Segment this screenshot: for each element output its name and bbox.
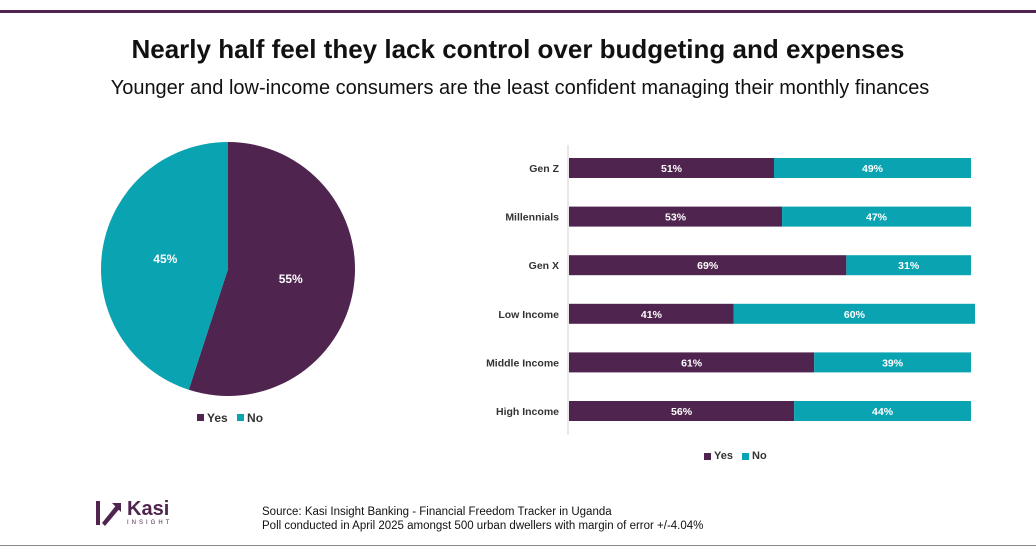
page-title: Nearly half feel they lack control over … (131, 34, 905, 64)
bar-legend-item-yes: Yes (704, 450, 733, 462)
bar-gen-x-no (846, 255, 971, 276)
top-accent-line (0, 10, 1036, 13)
legend-label-no: No (247, 410, 264, 425)
bar-label-high-income-yes: 56% (671, 406, 693, 418)
source-line-2: Poll conducted in April 2025 amongst 500… (262, 520, 704, 532)
source-note: Source: Kasi Insight Banking - Financial… (262, 505, 703, 533)
pie-slice-yes (188, 142, 355, 397)
legend-swatch-no (237, 414, 245, 421)
bar-low-income-no (733, 303, 975, 324)
pie-chart: 55% 45% (101, 142, 355, 397)
pie-label-yes: 55% (279, 272, 303, 286)
category-label-gen-x: Gen X (529, 260, 559, 272)
bar-high-income-yes (569, 401, 795, 421)
bar-low-income-yes (569, 303, 734, 324)
logo-name: Kasi (127, 498, 170, 520)
bar-gen-z-yes (569, 158, 775, 178)
category-label-millennials: Millennials (505, 212, 559, 224)
bar-label-low-income-no: 60% (844, 309, 866, 321)
bar-label-millennials-yes: 53% (665, 212, 687, 224)
bar-legend-swatch-yes (704, 452, 711, 460)
stacked-bar-chart: Gen Z 51% 49% Millennials 53% 47% Gen X 69% 31% L… (486, 145, 975, 435)
kasi-logo-icon (96, 501, 121, 526)
category-label-low-income: Low Income (498, 309, 559, 321)
bar-label-high-income-no: 44% (872, 406, 894, 418)
bar-millennials-yes (569, 206, 783, 227)
bar-legend-label-no: No (752, 450, 767, 462)
bar-millennials-no (782, 206, 971, 227)
category-label-high-income: High Income (496, 406, 559, 418)
bar-label-millennials-no: 47% (866, 212, 888, 224)
bar-label-gen-z-no: 49% (862, 163, 884, 175)
kasi-logo: Kasi INSIGHT (94, 497, 172, 529)
bar-middle-income-no (814, 352, 971, 373)
bar-label-gen-x-yes: 69% (697, 260, 719, 272)
pie-slice-no (101, 142, 228, 390)
legend-item-no: No (237, 411, 263, 425)
bottom-divider (0, 545, 1036, 546)
source-line-1: Source: Kasi Insight Banking - Financial… (262, 506, 612, 518)
page-subtitle: Younger and low-income consumers are the… (110, 77, 930, 99)
pie-label-no: 45% (153, 252, 177, 266)
bar-label-low-income-yes: 41% (641, 309, 663, 321)
bar-legend-item-no: No (742, 450, 767, 462)
bar-gen-z-no (774, 158, 971, 178)
bar-label-gen-x-no: 31% (898, 260, 920, 272)
bar-label-middle-income-no: 39% (882, 357, 904, 369)
bar-gen-x-yes (569, 255, 847, 276)
bar-high-income-no (794, 401, 971, 421)
bar-legend: Yes No (704, 450, 773, 463)
pie-legend: Yes No (197, 410, 269, 425)
category-label-middle-income: Middle Income (486, 357, 559, 369)
bar-middle-income-yes (569, 352, 815, 373)
bar-legend-label-yes: Yes (714, 450, 733, 462)
legend-swatch-yes (197, 414, 204, 421)
logo-subtitle: INSIGHT (127, 520, 173, 526)
bar-legend-swatch-no (742, 452, 750, 460)
legend-label-yes: Yes (207, 410, 228, 425)
bar-label-middle-income-yes: 61% (681, 357, 703, 369)
bar-label-gen-z-yes: 51% (661, 163, 683, 175)
category-label-gen-z: Gen Z (529, 163, 559, 175)
legend-item-yes: Yes (197, 411, 228, 425)
